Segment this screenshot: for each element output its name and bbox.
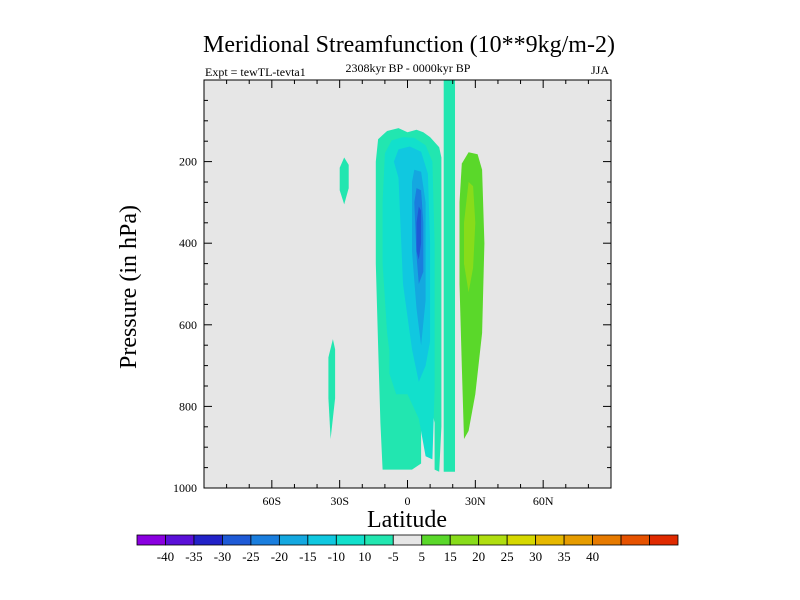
x-tick-label: 30S: [330, 494, 349, 508]
colorbar-box: [278, 534, 309, 546]
colorbar-label: -10: [328, 549, 345, 564]
x-tick-label: 60S: [262, 494, 281, 508]
colorbar-label: -5: [388, 549, 399, 564]
y-axis-label: Pressure (in hPa): [116, 205, 142, 369]
colorbar: -40 -35 -30 -25 -20 -15 -10 -5 5 10 15 20 25 30 35 40: [136, 534, 679, 564]
colorbar-box: [193, 534, 223, 546]
colorbar-label: -30: [214, 549, 231, 564]
contour-tropical-negative-cell-core: [416, 206, 422, 260]
contour-southern-negative-patch-lower: [328, 339, 336, 439]
colorbar-label: -35: [185, 549, 202, 564]
y-tick-label: 200: [179, 155, 197, 169]
colorbar-box: [136, 534, 166, 546]
axis-ticks: 60S 30S 0 30N 60N 200 400 600 800 1000: [173, 80, 611, 508]
colorbar-box: [620, 534, 650, 546]
y-tick-label: 400: [179, 236, 197, 250]
colorbar-label: 35: [558, 549, 571, 564]
x-axis-label: Latitude: [367, 507, 447, 533]
colorbar-label: 25: [501, 549, 514, 564]
colorbar-box: [335, 534, 366, 546]
y-tick-label: 1000: [173, 481, 197, 495]
period-label: 2308kyr BP - 0000kyr BP: [346, 61, 471, 75]
colorbar-label: 30: [529, 549, 542, 564]
colorbar-label: 10: [358, 549, 371, 564]
contour-narrow-negative-strip: [443, 80, 455, 472]
colorbar-box: [222, 534, 252, 546]
colorbar-box: [250, 534, 280, 546]
colorbar-box: [592, 534, 622, 546]
colorbar-box: [392, 534, 423, 546]
colorbar-box: [535, 534, 565, 546]
colorbar-box: [563, 534, 593, 546]
contour-regions: [328, 80, 485, 472]
colorbar-label: -25: [242, 549, 259, 564]
colorbar-box: [364, 534, 394, 546]
x-tick-label: 30N: [465, 494, 486, 508]
chart-title: Meridional Streamfunction (10**9kg/m-2): [203, 32, 615, 58]
x-tick-label: 60N: [533, 494, 554, 508]
colorbar-label: 5: [418, 549, 425, 564]
colorbar-label: -40: [157, 549, 174, 564]
colorbar-box: [506, 534, 537, 546]
colorbar-label: 20: [472, 549, 485, 564]
colorbar-box: [449, 534, 480, 546]
colorbar-label: 40: [586, 549, 599, 564]
colorbar-box: [649, 534, 679, 546]
y-tick-label: 800: [179, 399, 197, 413]
colorbar-box: [165, 534, 195, 546]
colorbar-label: -20: [271, 549, 288, 564]
contour-northern-positive-cell-inner: [464, 182, 476, 293]
colorbar-box: [307, 534, 337, 546]
colorbar-label: -15: [299, 549, 316, 564]
colorbar-box: [421, 534, 451, 546]
y-tick-label: 600: [179, 318, 197, 332]
contour-southern-negative-patch-upper: [339, 157, 349, 205]
colorbar-label: 15: [444, 549, 457, 564]
colorbar-box: [478, 534, 508, 546]
x-tick-label: 0: [405, 494, 411, 508]
experiment-label: Expt = tewTL-tevta1: [205, 65, 306, 79]
season-label: JJA: [591, 63, 609, 77]
